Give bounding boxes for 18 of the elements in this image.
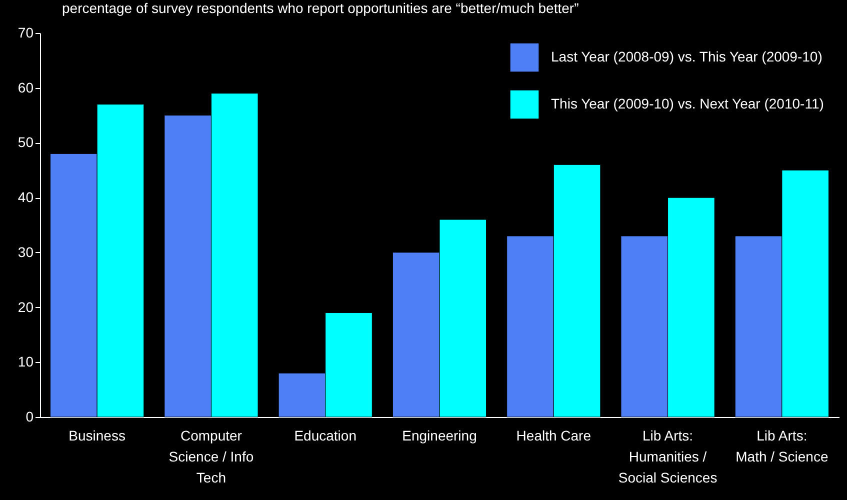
x-tick-label: Business: [68, 428, 126, 444]
x-tick-label: Education: [294, 428, 356, 444]
x-tick-label: Lib Arts: Math / Science: [736, 428, 828, 464]
y-tick-label: 10: [18, 354, 34, 370]
chart-title: percentage of survey respondents who report opportunities are “better/much better”: [62, 0, 580, 16]
legend-label: This Year (2009-10) vs. Next Year (2010-11): [551, 96, 824, 112]
y-tick-label: 30: [18, 244, 34, 260]
legend-label: Last Year (2008-09) vs. This Year (2009-10): [551, 48, 822, 64]
y-tick-label: 40: [18, 189, 34, 206]
x-tick-label: Health Care: [516, 428, 592, 444]
x-tick-label: Computer Science / Info Tech: [168, 428, 254, 486]
y-tick-label: 0: [26, 408, 34, 424]
y-tick-label: 60: [18, 79, 34, 96]
x-tick-label: Engineering: [402, 428, 477, 444]
y-tick-label: 20: [18, 298, 34, 315]
y-tick-label: 70: [18, 24, 34, 40]
x-tick-label: Lib Arts: Humanities / Social Sciences: [618, 428, 718, 486]
y-tick-label: 50: [18, 134, 34, 150]
